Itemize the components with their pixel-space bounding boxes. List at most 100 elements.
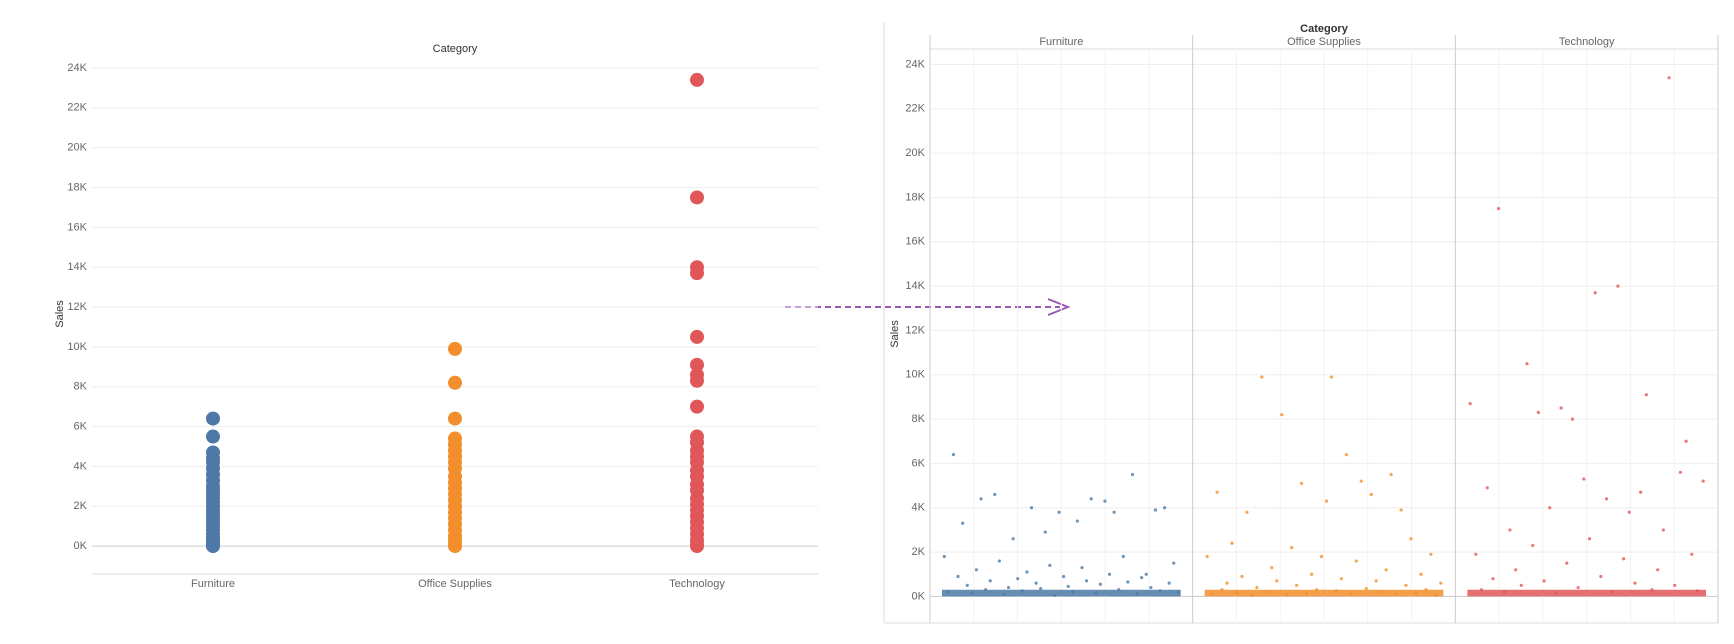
y-axis-title: Sales — [889, 320, 901, 348]
point — [1240, 574, 1244, 579]
point — [1016, 577, 1020, 581]
point — [1172, 561, 1176, 565]
x-axis-title: Category — [433, 43, 478, 55]
y-tick-label: 8K — [912, 413, 926, 425]
point — [988, 579, 992, 583]
point — [690, 357, 704, 372]
point — [690, 373, 704, 388]
point — [1419, 572, 1423, 576]
point — [690, 72, 704, 87]
point — [1364, 587, 1368, 591]
y-tick-label: 24K — [67, 62, 87, 74]
point — [1075, 519, 1079, 523]
point — [1309, 572, 1314, 576]
y-tick-label: 2K — [74, 500, 88, 512]
point — [1409, 537, 1413, 541]
point — [1011, 537, 1015, 541]
point — [1089, 497, 1093, 501]
point — [1107, 572, 1112, 576]
point — [1587, 537, 1592, 541]
point — [1344, 452, 1348, 457]
point — [206, 539, 220, 554]
y-tick-label: 20K — [905, 147, 925, 159]
y-tick-label: 14K — [905, 280, 925, 292]
y-tick-label: 12K — [905, 324, 925, 336]
point — [206, 429, 220, 444]
point — [1548, 506, 1552, 510]
dense-band — [942, 589, 1181, 597]
point — [1359, 479, 1363, 483]
point — [1690, 552, 1694, 556]
point — [1661, 528, 1665, 532]
point — [1130, 472, 1135, 477]
point — [1300, 481, 1304, 485]
point — [974, 568, 979, 572]
point — [1678, 470, 1683, 474]
point — [1230, 541, 1234, 545]
point — [1531, 543, 1535, 548]
y-tick-label: 8K — [74, 381, 88, 393]
point — [1439, 581, 1443, 585]
point — [997, 559, 1001, 563]
point — [1153, 508, 1158, 512]
point — [1701, 479, 1705, 483]
point — [1163, 506, 1167, 510]
point — [1270, 565, 1274, 570]
point — [1225, 581, 1229, 585]
point — [1384, 568, 1388, 572]
y-tick-label: 12K — [67, 301, 87, 313]
point — [448, 539, 462, 554]
point — [1508, 528, 1512, 532]
y-tick-label: 16K — [67, 221, 87, 233]
y-tick-label: 2K — [912, 546, 926, 558]
point — [1121, 554, 1125, 559]
point — [1006, 585, 1011, 590]
point — [1034, 581, 1038, 585]
point — [1542, 579, 1546, 583]
point — [1144, 572, 1148, 576]
point — [1025, 570, 1029, 574]
y-tick-label: 22K — [905, 103, 925, 115]
point — [1255, 585, 1259, 590]
point — [1565, 561, 1569, 565]
point — [1084, 579, 1089, 583]
facet-label: Furniture — [1039, 36, 1083, 48]
point — [690, 266, 704, 281]
point — [1622, 557, 1626, 561]
arrow-head — [1047, 298, 1071, 316]
point — [1029, 506, 1034, 510]
point — [1112, 510, 1116, 514]
point — [690, 190, 704, 205]
point — [1399, 508, 1403, 512]
point — [961, 521, 965, 525]
x-tick-label: Furniture — [191, 578, 235, 590]
point — [1039, 587, 1043, 591]
point — [1329, 375, 1334, 379]
x-tick-label: Technology — [669, 578, 725, 590]
y-tick-label: 18K — [905, 191, 925, 203]
y-tick-label: 0K — [912, 590, 926, 602]
point — [206, 411, 220, 426]
point — [1485, 486, 1489, 490]
point — [1616, 284, 1620, 288]
point — [1354, 559, 1358, 563]
point — [979, 497, 983, 501]
point — [1491, 577, 1495, 581]
y-tick-label: 6K — [912, 457, 926, 469]
point — [1215, 490, 1219, 494]
point — [1604, 497, 1609, 501]
point — [1339, 577, 1344, 581]
y-tick-label: 0K — [74, 540, 88, 552]
y-tick-label: 4K — [912, 502, 926, 514]
point — [965, 583, 969, 587]
point — [1126, 580, 1130, 584]
y-tick-label: 14K — [67, 261, 87, 273]
point — [1103, 499, 1107, 503]
facet-label: Office Supplies — [1287, 36, 1361, 48]
point — [1559, 406, 1563, 410]
point — [1673, 583, 1677, 587]
point — [1290, 546, 1294, 550]
point — [1374, 579, 1378, 583]
y-axis-title: Sales — [54, 300, 66, 328]
x-tick-label: Office Supplies — [418, 578, 492, 590]
